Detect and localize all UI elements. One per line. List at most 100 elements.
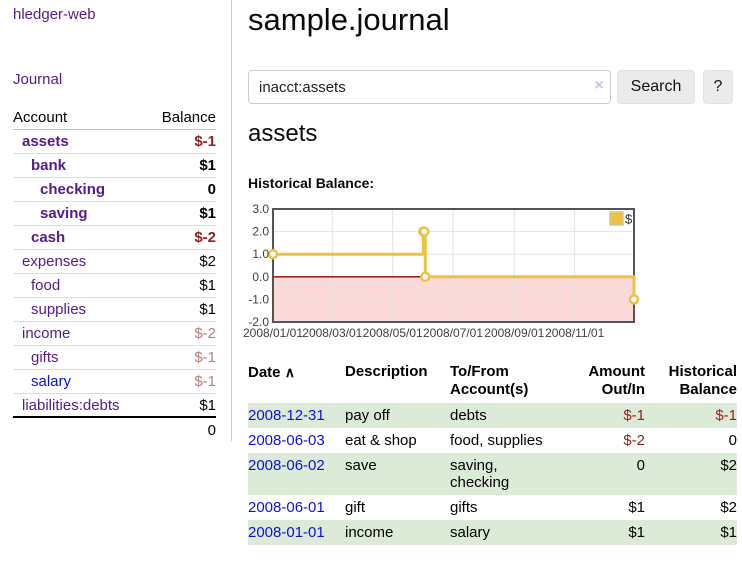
sidebar-item-journal[interactable]: Journal [13, 71, 63, 88]
search-button[interactable]: Search [617, 70, 695, 104]
transaction-balance: $1 [720, 524, 737, 541]
transaction-accounts: debts [450, 407, 487, 424]
accounts-total-row: 0 [13, 418, 216, 442]
account-balance: $-1 [194, 133, 216, 150]
account-balance: $-1 [194, 349, 216, 366]
transaction-date-link[interactable]: 2008-12-31 [248, 407, 325, 424]
account-link-income[interactable]: income [22, 325, 71, 342]
account-row-supplies: supplies $1 [13, 298, 216, 322]
series-line [267, 226, 640, 305]
transaction-amount: $1 [628, 524, 645, 541]
accounts-total-value: 0 [207, 421, 216, 439]
transaction-accounts: saving, checking [450, 457, 510, 491]
chart-canvas: $ 3.0 2.0 1.0 0.0 -1.0 -2.0 2008/01/01 2… [243, 202, 640, 340]
transaction-accounts: gifts [450, 499, 478, 516]
account-balance: 0 [207, 181, 216, 198]
transaction-description: save [345, 457, 377, 474]
transaction-accounts: salary [450, 524, 491, 541]
svg-text:1.0: 1.0 [252, 247, 269, 261]
account-link-salary[interactable]: salary [31, 373, 72, 390]
chart-title-label: Historical Balance: [248, 175, 375, 191]
account-link-food[interactable]: food [31, 277, 61, 294]
account-link-checking[interactable]: checking [40, 181, 106, 198]
account-balance: $1 [199, 205, 216, 222]
transaction-balance: $2 [720, 499, 737, 516]
account-balance: $1 [199, 277, 216, 294]
transaction-row: 2008-06-01 gift gifts $1 $2 [248, 495, 737, 520]
account-link-bank[interactable]: bank [31, 157, 67, 174]
account-column-header: Account [13, 109, 68, 126]
register-header-row: Date ∧ Description To/From Account(s) Am… [248, 361, 737, 403]
transaction-date-link[interactable]: 2008-06-01 [248, 499, 325, 516]
chart-legend: $ [609, 211, 633, 227]
description-column-header: Description [345, 363, 428, 380]
transaction-row: 2008-06-03 eat & shop food, supplies $-2… [248, 428, 737, 453]
account-row-bank: bank $1 [13, 154, 216, 178]
account-balance: $1 [199, 157, 216, 174]
transaction-amount: $-2 [623, 432, 645, 449]
account-row-income: income $-2 [13, 322, 216, 346]
svg-text:2008/09/01: 2008/09/01 [484, 326, 544, 340]
account-balance: $-2 [194, 229, 216, 246]
app-brand-link[interactable]: hledger-web [13, 6, 96, 23]
account-link-cash[interactable]: cash [31, 229, 66, 246]
account-row-food: food $1 [13, 274, 216, 298]
account-row-checking: checking 0 [13, 178, 216, 202]
sort-ascending-icon: ∧ [284, 364, 295, 380]
balance-column-header: Historical Balance [668, 363, 737, 398]
svg-text:0.0: 0.0 [252, 270, 269, 284]
search-input[interactable] [248, 70, 611, 104]
account-link-saving[interactable]: saving [40, 205, 88, 222]
transaction-description: income [345, 524, 394, 541]
account-link-supplies[interactable]: supplies [31, 301, 87, 318]
transaction-amount: $-1 [623, 407, 645, 424]
account-link-liabilities-debts[interactable]: liabilities:debts [22, 396, 120, 414]
account-row-cash: cash $-2 [13, 226, 216, 250]
transaction-balance: 0 [728, 432, 737, 449]
transaction-row: 2008-12-31 pay off debts $-1 $-1 [248, 403, 737, 428]
transaction-amount: 0 [636, 457, 645, 474]
transaction-description: eat & shop [345, 432, 417, 449]
transaction-description: gift [345, 499, 366, 516]
clear-search-icon[interactable]: × [594, 77, 604, 94]
account-balance: $-2 [194, 325, 216, 342]
account-balance: $2 [199, 253, 216, 270]
transaction-date-link[interactable]: 2008-06-03 [248, 432, 325, 449]
account-row-expenses: expenses $2 [13, 250, 216, 274]
account-row-assets: assets $-1 [13, 130, 216, 154]
svg-text:2008/07/01: 2008/07/01 [423, 326, 483, 340]
help-button[interactable]: ? [703, 70, 733, 104]
account-balance: $1 [199, 301, 216, 318]
transaction-amount: $1 [628, 499, 645, 516]
transaction-date-link[interactable]: 2008-06-02 [248, 457, 325, 474]
legend-label: $ [625, 212, 633, 227]
balance-column-header: Balance [161, 109, 216, 126]
legend-swatch [609, 211, 624, 226]
transaction-description: pay off [345, 407, 390, 424]
plot-border [272, 208, 635, 323]
transaction-row: 2008-06-02 save saving, checking 0 $2 [248, 453, 737, 495]
svg-text:-1.0: -1.0 [248, 292, 269, 306]
page-title: sample.journal [248, 2, 450, 37]
accounts-column-header: To/From Account(s) [450, 363, 529, 398]
transaction-row: 2008-01-01 income salary $1 $1 [248, 520, 737, 545]
y-axis-ticks: 3.0 2.0 1.0 0.0 -1.0 -2.0 [248, 202, 269, 329]
account-link-expenses[interactable]: expenses [22, 253, 87, 270]
svg-text:2008/03/01: 2008/03/01 [302, 326, 362, 340]
account-row-saving: saving $1 [13, 202, 216, 226]
svg-text:2.0: 2.0 [252, 225, 269, 239]
accounts-header-row: Account Balance [13, 106, 216, 130]
x-axis-ticks: 2008/01/01 2008/03/01 2008/05/01 2008/07… [243, 326, 605, 340]
svg-text:2008/01/01: 2008/01/01 [243, 326, 303, 340]
account-row-gifts: gifts $-1 [13, 346, 216, 370]
date-column-header[interactable]: Date ∧ [248, 364, 295, 381]
amount-column-header: Amount Out/In [588, 363, 645, 398]
accounts-table: Account Balance assets $-1 bank $1 check… [13, 106, 216, 442]
account-link-assets[interactable]: assets [22, 133, 69, 150]
historical-balance-chart: $ 3.0 2.0 1.0 0.0 -1.0 -2.0 2008/01/01 2… [243, 202, 643, 345]
transaction-date-link[interactable]: 2008-01-01 [248, 524, 325, 541]
svg-text:2008/05/01: 2008/05/01 [363, 326, 423, 340]
account-row-liabilities-debts: liabilities:debts $1 [13, 394, 216, 418]
account-balance: $-1 [194, 373, 216, 390]
account-link-gifts[interactable]: gifts [31, 349, 59, 366]
